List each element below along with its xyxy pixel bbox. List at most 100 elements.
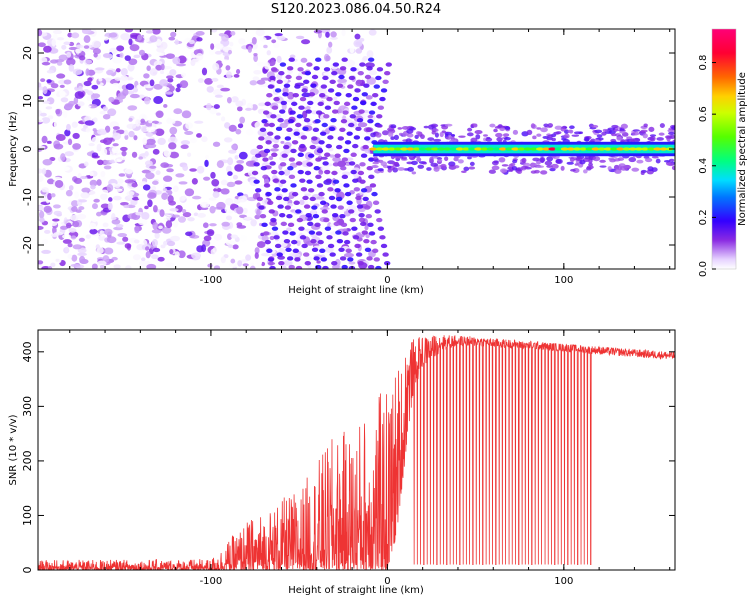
spectrogram-blob xyxy=(67,253,73,259)
spectrogram-chevron xyxy=(313,256,320,261)
spectrogram-chevron xyxy=(322,161,329,166)
spectrogram-blob xyxy=(226,96,232,104)
spectrogram-blob xyxy=(178,181,188,185)
spectrogram-chevron xyxy=(307,100,314,106)
spectrogram-blob xyxy=(616,136,622,141)
spectrogram-blob xyxy=(65,222,72,229)
spectrogram-blob xyxy=(498,124,503,128)
spectrogram-blob xyxy=(133,239,140,244)
spectrogram-blob xyxy=(536,127,542,130)
spectrogram-chevron xyxy=(336,196,343,202)
spectrogram-blob xyxy=(296,239,301,247)
spectrogram-blob xyxy=(220,188,230,195)
spectrogram-band-peak xyxy=(400,147,409,151)
spectrogram-blob xyxy=(102,36,109,41)
spectrogram-blob xyxy=(123,204,130,209)
spectrogram-chevron xyxy=(267,131,274,136)
spectrogram-blob xyxy=(74,191,79,199)
spectrogram-blob xyxy=(450,134,456,137)
spectrogram-blob xyxy=(162,188,168,192)
spectrogram-blob xyxy=(56,61,63,66)
spectrogram-blob xyxy=(242,207,248,214)
spectrogram-blob xyxy=(594,129,603,134)
spectrogram-blob xyxy=(151,229,162,234)
spectrogram-chevron xyxy=(272,283,278,287)
spectrogram-blob xyxy=(136,84,142,90)
spectrogram-blob xyxy=(433,166,440,172)
spectrogram-blob xyxy=(102,114,111,120)
spectrogram-blob xyxy=(381,130,389,136)
spectrogram-blob xyxy=(98,235,106,241)
spectrogram-blob xyxy=(170,31,177,38)
spectrogram-blob xyxy=(300,157,307,161)
spectrogram-band-peak xyxy=(659,147,668,151)
spectrogram-blob xyxy=(141,257,146,262)
spectrogram-chevron xyxy=(265,191,272,197)
spectrogram-chevron xyxy=(367,57,375,62)
spectrogram-blob xyxy=(416,131,421,135)
snr-frame xyxy=(37,329,676,571)
spectrogram-blob xyxy=(570,168,576,172)
spectrogram-blob xyxy=(59,90,66,98)
spectrogram-chevron xyxy=(295,161,303,166)
spectrogram-blob xyxy=(161,226,172,234)
spectrogram-blob xyxy=(318,169,324,175)
spectrogram-blob xyxy=(363,109,369,114)
spectrogram-chevron xyxy=(303,204,311,209)
spectrogram-chevron xyxy=(361,230,368,235)
spectrogram-blob xyxy=(626,136,633,140)
spectrogram-blob xyxy=(254,247,260,254)
spectrogram-blob xyxy=(592,156,601,162)
spectrogram-blob xyxy=(52,176,62,181)
spectrogram-blob xyxy=(52,218,60,222)
spectrogram-blob xyxy=(255,29,265,37)
spectrogram-blob xyxy=(174,251,180,258)
spectrogram-blob xyxy=(599,165,607,168)
spectrogram-blob xyxy=(55,133,66,142)
spectrogram-chevron xyxy=(286,256,294,261)
spectrogram-blob xyxy=(73,177,83,185)
spectrogram-chevron xyxy=(331,261,338,266)
spectrogram-chevron xyxy=(278,170,285,176)
spectrogram-blob xyxy=(287,91,295,100)
spectrogram-blob xyxy=(124,29,134,33)
spectrogram-chevron xyxy=(274,243,282,249)
spectrogram-chevron xyxy=(308,230,316,235)
spectrogram-chevron xyxy=(364,74,372,80)
spectrogram-chevron xyxy=(368,231,376,236)
spectrogram-blob xyxy=(38,118,44,123)
spectrogram-chevron xyxy=(348,122,355,128)
spectrogram-chevron xyxy=(294,257,301,262)
spectrogram-blob xyxy=(99,264,105,269)
spectrogram-chevron xyxy=(348,161,356,166)
spectrogram-blob xyxy=(41,187,49,193)
spectrogram-band-peak xyxy=(511,147,520,151)
snr-ytick-label: 100 xyxy=(21,505,34,526)
spectrogram-chevron xyxy=(297,152,304,157)
spectrogram-blob xyxy=(466,132,474,137)
spectrogram-chevron xyxy=(271,105,279,110)
spectrogram-blob xyxy=(62,234,72,239)
spectrogram-blob xyxy=(473,123,478,128)
spectrogram-blob xyxy=(79,255,86,264)
spectrogram-blob xyxy=(260,77,271,81)
spectrogram-blob xyxy=(387,165,392,169)
spectrogram-blob xyxy=(554,125,563,130)
spectrogram-blob xyxy=(111,219,121,225)
spectrogram-blob xyxy=(58,54,69,61)
spectrogram-blob xyxy=(44,229,51,234)
spectrogram-chevron xyxy=(351,105,358,110)
spectrogram-blob xyxy=(602,128,608,132)
spectrogram-blob xyxy=(390,136,395,141)
spectrogram-chevron xyxy=(360,100,367,106)
spectrogram-blob xyxy=(147,192,157,199)
spectrogram-blob xyxy=(271,39,277,44)
spectrogram-blob xyxy=(147,199,153,208)
spectrogram-blob xyxy=(226,165,232,173)
spectrogram-blob xyxy=(227,157,234,166)
spectrogram-band-peak xyxy=(393,147,402,151)
spectrogram-blob xyxy=(431,130,436,135)
spectrogram-chevron xyxy=(317,274,323,278)
